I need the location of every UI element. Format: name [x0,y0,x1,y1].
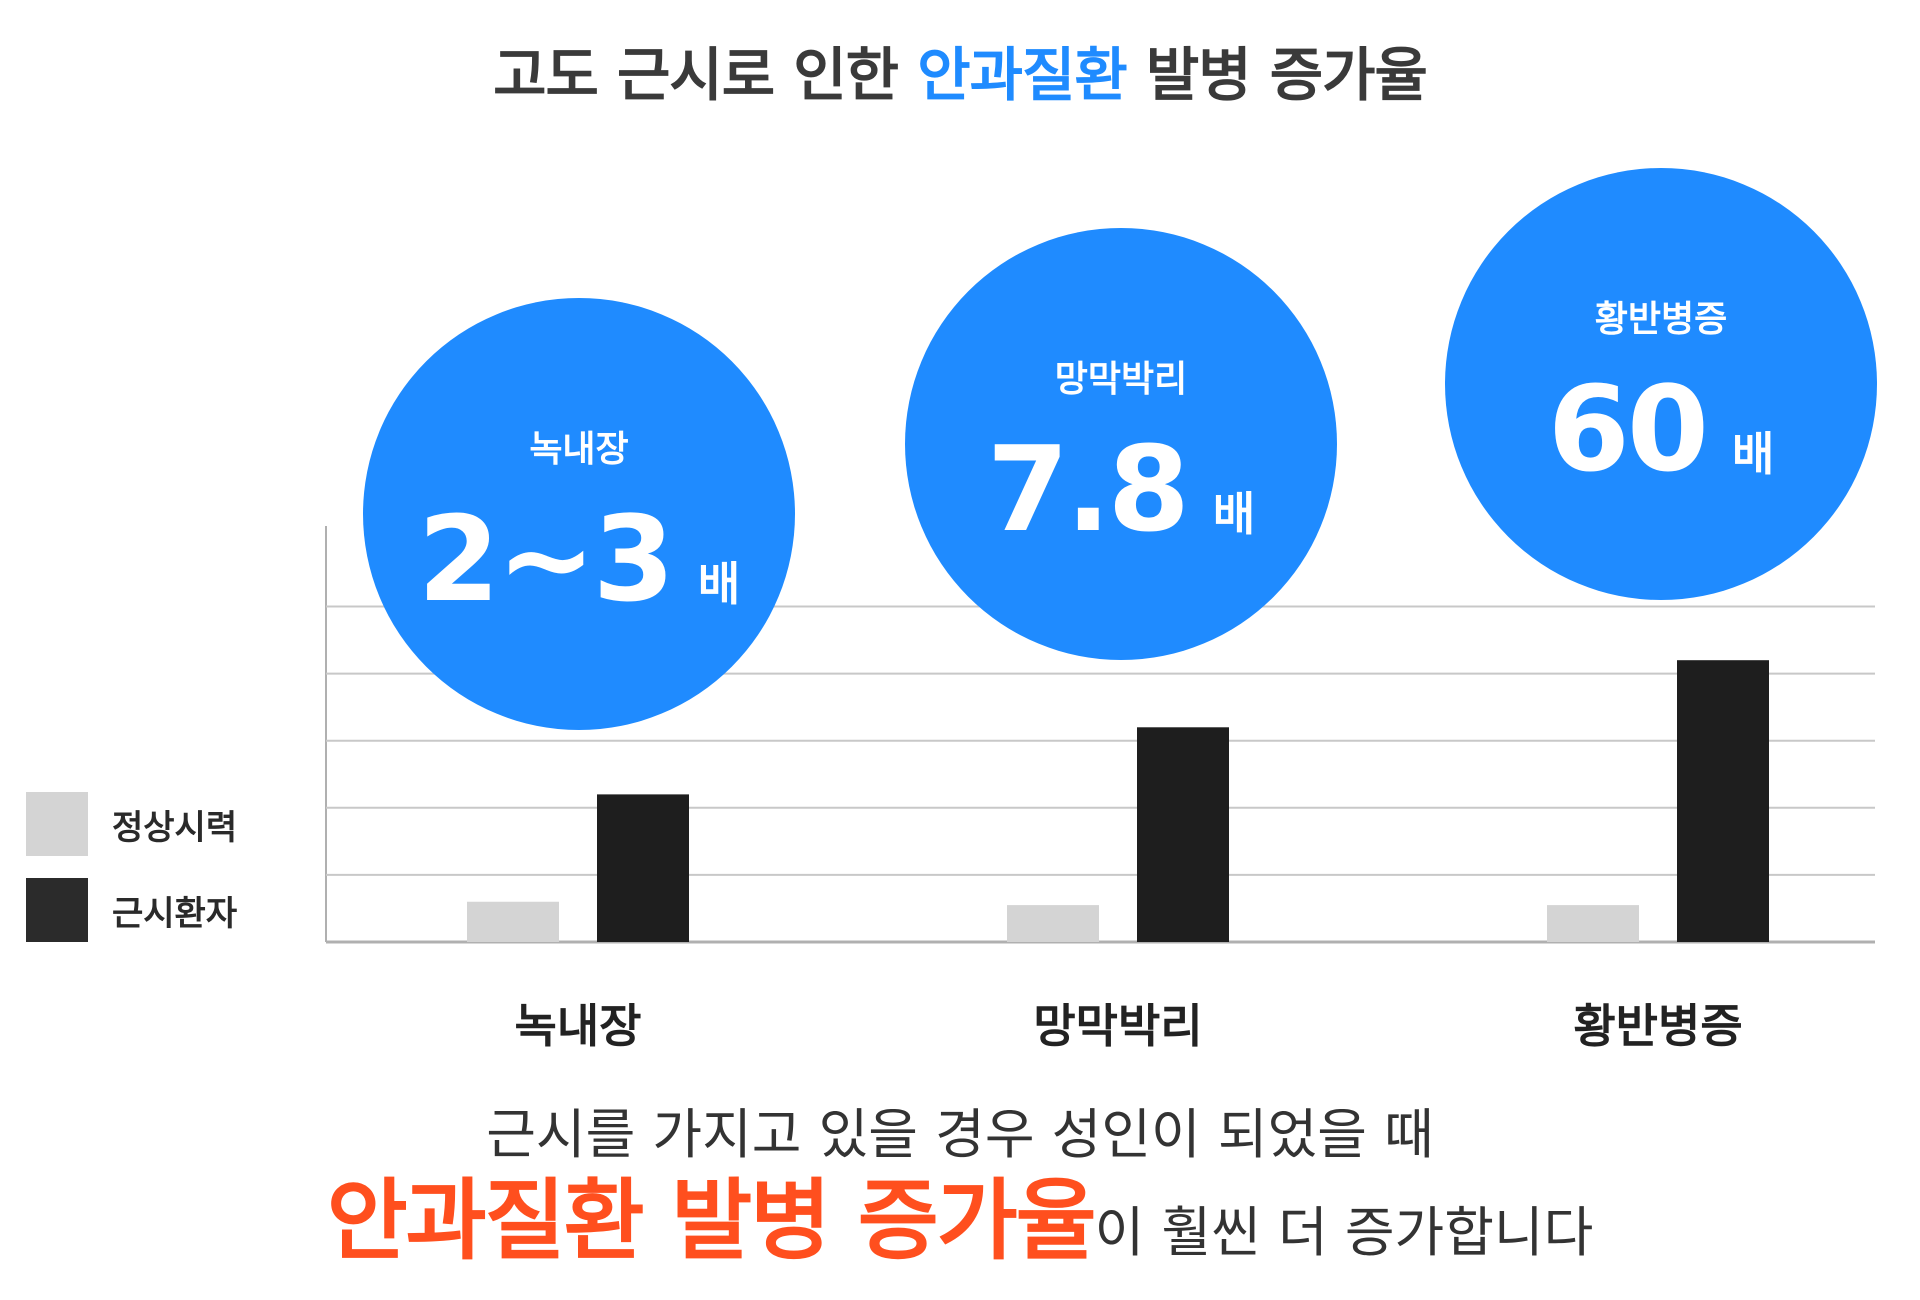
bar-normal-retinal-detachment [1007,905,1099,942]
x-tick-label-maculopathy: 황반병증 [1573,999,1743,1053]
caption-line-1: 근시를 가지고 있을 경우 성인이 되었을 때 [486,1103,1434,1166]
bar-myopia-retinal-detachment [1137,727,1229,942]
bubble-name-retinal-detachment: 망막박리 [1054,359,1188,400]
bubble-value-maculopathy: 60 [1547,360,1709,498]
page-title: 고도 근시로 인한 안과질환 발병 증가율 [0,28,1920,112]
bubble-maculopathy: 황반병증 60 배 [1445,168,1877,600]
title-after: 발병 증가율 [1126,41,1428,109]
legend-item-normal: 정상시력 [26,792,237,856]
legend-item-myopia: 근시환자 [26,878,237,942]
bubble-retinal-detachment: 망막박리 7.8 배 [905,228,1337,660]
bubble-name-maculopathy: 황반병증 [1594,299,1728,340]
bar-myopia-maculopathy [1677,660,1769,942]
bubble-value-row-retinal-detachment: 7.8 배 [905,420,1337,558]
bubble-glaucoma: 녹내장 2~3 배 [363,298,795,730]
x-tick-label-retinal-detachment: 망막박리 [1033,999,1203,1053]
title-before: 고도 근시로 인한 [493,41,918,109]
bubble-name-glaucoma: 녹내장 [529,429,629,470]
title-highlight: 안과질환 [917,41,1127,109]
bubble-value-glaucoma: 2~3 [417,490,675,628]
legend-swatch-normal [26,792,88,856]
legend-label-myopia: 근시환자 [112,893,238,934]
bar-normal-maculopathy [1547,905,1639,942]
caption-line-2: 안과질환 발병 증가율이 훨씬 더 증가합니다 [0,1150,1920,1277]
bubble-value-row-maculopathy: 60 배 [1445,360,1877,498]
bubble-unit-maculopathy: 배 [1731,427,1775,481]
bubble-unit-retinal-detachment: 배 [1212,487,1256,541]
caption-emphasis: 안과질환 발병 증가율 [326,1169,1097,1272]
bar-myopia-glaucoma [597,794,689,942]
legend-label-normal: 정상시력 [112,807,238,848]
caption-rest: 이 훨씬 더 증가합니다 [1094,1201,1594,1264]
bubble-value-retinal-detachment: 7.8 [986,420,1190,558]
bubble-value-row-glaucoma: 2~3 배 [363,490,795,628]
legend-swatch-myopia [26,878,88,942]
bubble-unit-glaucoma: 배 [697,557,741,611]
bar-normal-glaucoma [467,901,559,942]
x-tick-label-glaucoma: 녹내장 [514,999,642,1053]
